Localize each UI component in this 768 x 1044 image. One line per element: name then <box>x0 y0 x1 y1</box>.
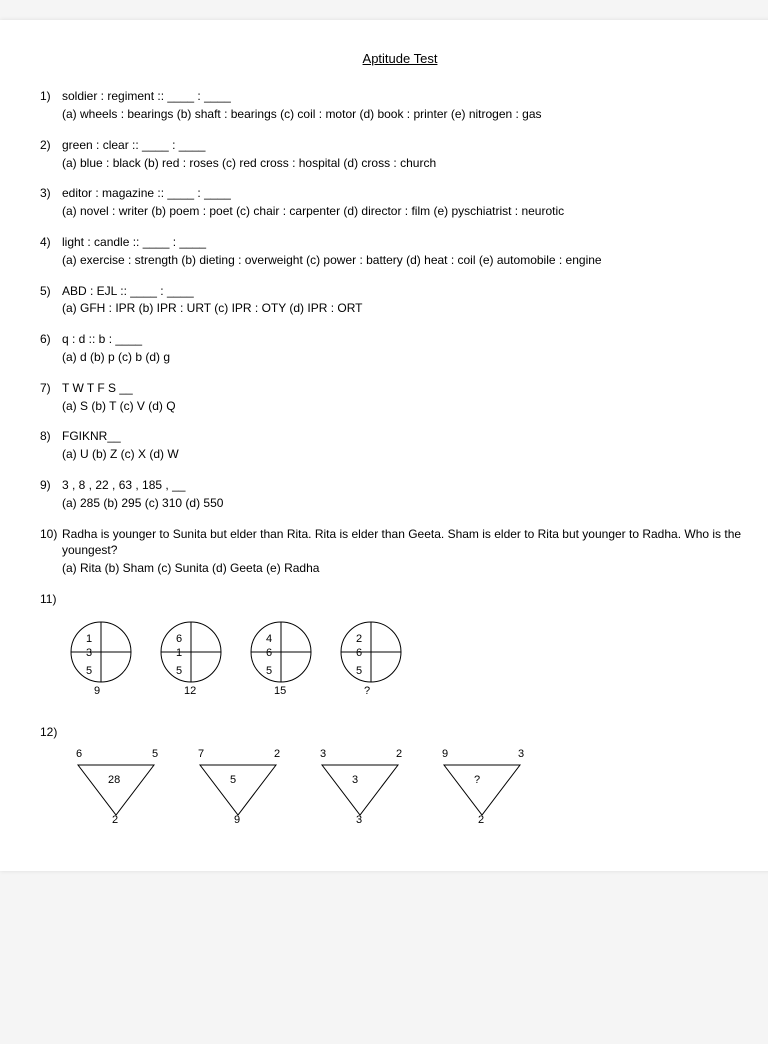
circle-item: 265? <box>332 614 410 710</box>
triangle-center: ? <box>474 773 480 788</box>
circle-result: 9 <box>94 684 100 699</box>
circle-value: 5 <box>176 664 182 679</box>
question-text: light : candle :: ____ : ____ <box>62 234 760 251</box>
question-number: 2) <box>40 137 62 154</box>
triangle-center: 5 <box>230 773 236 788</box>
question-text: green : clear :: ____ : ____ <box>62 137 760 154</box>
triangle-icon <box>70 761 170 825</box>
question-number: 1) <box>40 88 62 105</box>
circle-value: 5 <box>86 664 92 679</box>
triangle-item: 3233 <box>314 747 414 827</box>
circle-result: 12 <box>184 684 196 699</box>
question-number: 5) <box>40 283 62 300</box>
circles-row: 13596151246515265? <box>62 614 760 710</box>
question-number: 8) <box>40 428 62 445</box>
question-body: 3 , 8 , 22 , 63 , 185 , __(a) 285 (b) 29… <box>62 477 760 512</box>
triangle-icon <box>314 761 414 825</box>
triangle-bottom: 9 <box>234 813 240 828</box>
circle-result: 15 <box>274 684 286 699</box>
question: 7)T W T F S __(a) S (b) T (c) V (d) Q <box>40 380 760 415</box>
question-body: FGIKNR__(a) U (b) Z (c) X (d) W <box>62 428 760 463</box>
question-options: (a) Rita (b) Sham (c) Sunita (d) Geeta (… <box>62 560 760 577</box>
triangle-item: 93?2 <box>436 747 536 827</box>
circle-value: 5 <box>266 664 272 679</box>
circle-item: 1359 <box>62 614 140 710</box>
question: 10)Radha is younger to Sunita but elder … <box>40 526 760 577</box>
question-text: T W T F S __ <box>62 380 760 397</box>
question-body: soldier : regiment :: ____ : ____(a) whe… <box>62 88 760 123</box>
circle-item: 46515 <box>242 614 320 710</box>
question-11: 11) 13596151246515265? <box>40 591 760 710</box>
triangle-item: 65282 <box>70 747 170 827</box>
question-options: (a) U (b) Z (c) X (d) W <box>62 446 760 463</box>
question-options: (a) S (b) T (c) V (d) Q <box>62 398 760 415</box>
question-options: (a) d (b) p (c) b (d) g <box>62 349 760 366</box>
question-12: 12) 652827259323393?2 <box>40 724 760 827</box>
triangles-row: 652827259323393?2 <box>70 747 760 827</box>
question-number: 10) <box>40 526 62 543</box>
question-body: editor : magazine :: ____ : ____(a) nove… <box>62 185 760 220</box>
circle-item: 61512 <box>152 614 230 710</box>
circle-icon <box>152 614 230 694</box>
question: 4)light : candle :: ____ : ____(a) exerc… <box>40 234 760 269</box>
question-body: light : candle :: ____ : ____(a) exercis… <box>62 234 760 269</box>
page: Aptitude Test 1)soldier : regiment :: __… <box>0 20 768 871</box>
question: 2)green : clear :: ____ : ____(a) blue :… <box>40 137 760 172</box>
triangle-center: 3 <box>352 773 358 788</box>
triangle-icon <box>192 761 292 825</box>
question-number: 12) <box>40 724 62 741</box>
question-number: 11) <box>40 591 62 608</box>
circle-result: ? <box>364 684 370 699</box>
question-options: (a) novel : writer (b) poem : poet (c) c… <box>62 203 760 220</box>
question: 1)soldier : regiment :: ____ : ____(a) w… <box>40 88 760 123</box>
question-number: 9) <box>40 477 62 494</box>
question-options: (a) blue : black (b) red : roses (c) red… <box>62 155 760 172</box>
question-text: ABD : EJL :: ____ : ____ <box>62 283 760 300</box>
page-title: Aptitude Test <box>40 50 760 68</box>
question-text: Radha is younger to Sunita but elder tha… <box>62 526 760 560</box>
question-number: 3) <box>40 185 62 202</box>
question-text: soldier : regiment :: ____ : ____ <box>62 88 760 105</box>
questions-list: 1)soldier : regiment :: ____ : ____(a) w… <box>40 88 760 577</box>
question-number: 7) <box>40 380 62 397</box>
question-body: ABD : EJL :: ____ : ____(a) GFH : IPR (b… <box>62 283 760 318</box>
question-text: editor : magazine :: ____ : ____ <box>62 185 760 202</box>
question-options: (a) GFH : IPR (b) IPR : URT (c) IPR : OT… <box>62 300 760 317</box>
circle-icon <box>62 614 140 694</box>
question: 8)FGIKNR__(a) U (b) Z (c) X (d) W <box>40 428 760 463</box>
triangle-bottom: 2 <box>112 813 118 828</box>
triangle-icon <box>436 761 536 825</box>
question-body: q : d :: b : ____(a) d (b) p (c) b (d) g <box>62 331 760 366</box>
question-text: 3 , 8 , 22 , 63 , 185 , __ <box>62 477 760 494</box>
circle-value: 3 <box>86 646 92 661</box>
question: 6)q : d :: b : ____(a) d (b) p (c) b (d)… <box>40 331 760 366</box>
question-text: FGIKNR__ <box>62 428 760 445</box>
circle-icon <box>332 614 410 694</box>
question-body: Radha is younger to Sunita but elder tha… <box>62 526 760 577</box>
circle-value: 6 <box>266 646 272 661</box>
question: 5)ABD : EJL :: ____ : ____(a) GFH : IPR … <box>40 283 760 318</box>
question-number: 6) <box>40 331 62 348</box>
circle-value: 1 <box>176 646 182 661</box>
triangle-bottom: 3 <box>356 813 362 828</box>
triangle-bottom: 2 <box>478 813 484 828</box>
question-body: green : clear :: ____ : ____(a) blue : b… <box>62 137 760 172</box>
question: 3)editor : magazine :: ____ : ____(a) no… <box>40 185 760 220</box>
question-text: q : d :: b : ____ <box>62 331 760 348</box>
question-body: T W T F S __(a) S (b) T (c) V (d) Q <box>62 380 760 415</box>
question-number: 4) <box>40 234 62 251</box>
circle-value: 5 <box>356 664 362 679</box>
triangle-item: 7259 <box>192 747 292 827</box>
question-options: (a) wheels : bearings (b) shaft : bearin… <box>62 106 760 123</box>
question: 9)3 , 8 , 22 , 63 , 185 , __(a) 285 (b) … <box>40 477 760 512</box>
triangle-center: 28 <box>108 773 120 788</box>
question-options: (a) 285 (b) 295 (c) 310 (d) 550 <box>62 495 760 512</box>
circle-icon <box>242 614 320 694</box>
question-options: (a) exercise : strength (b) dieting : ov… <box>62 252 760 269</box>
circle-value: 6 <box>356 646 362 661</box>
